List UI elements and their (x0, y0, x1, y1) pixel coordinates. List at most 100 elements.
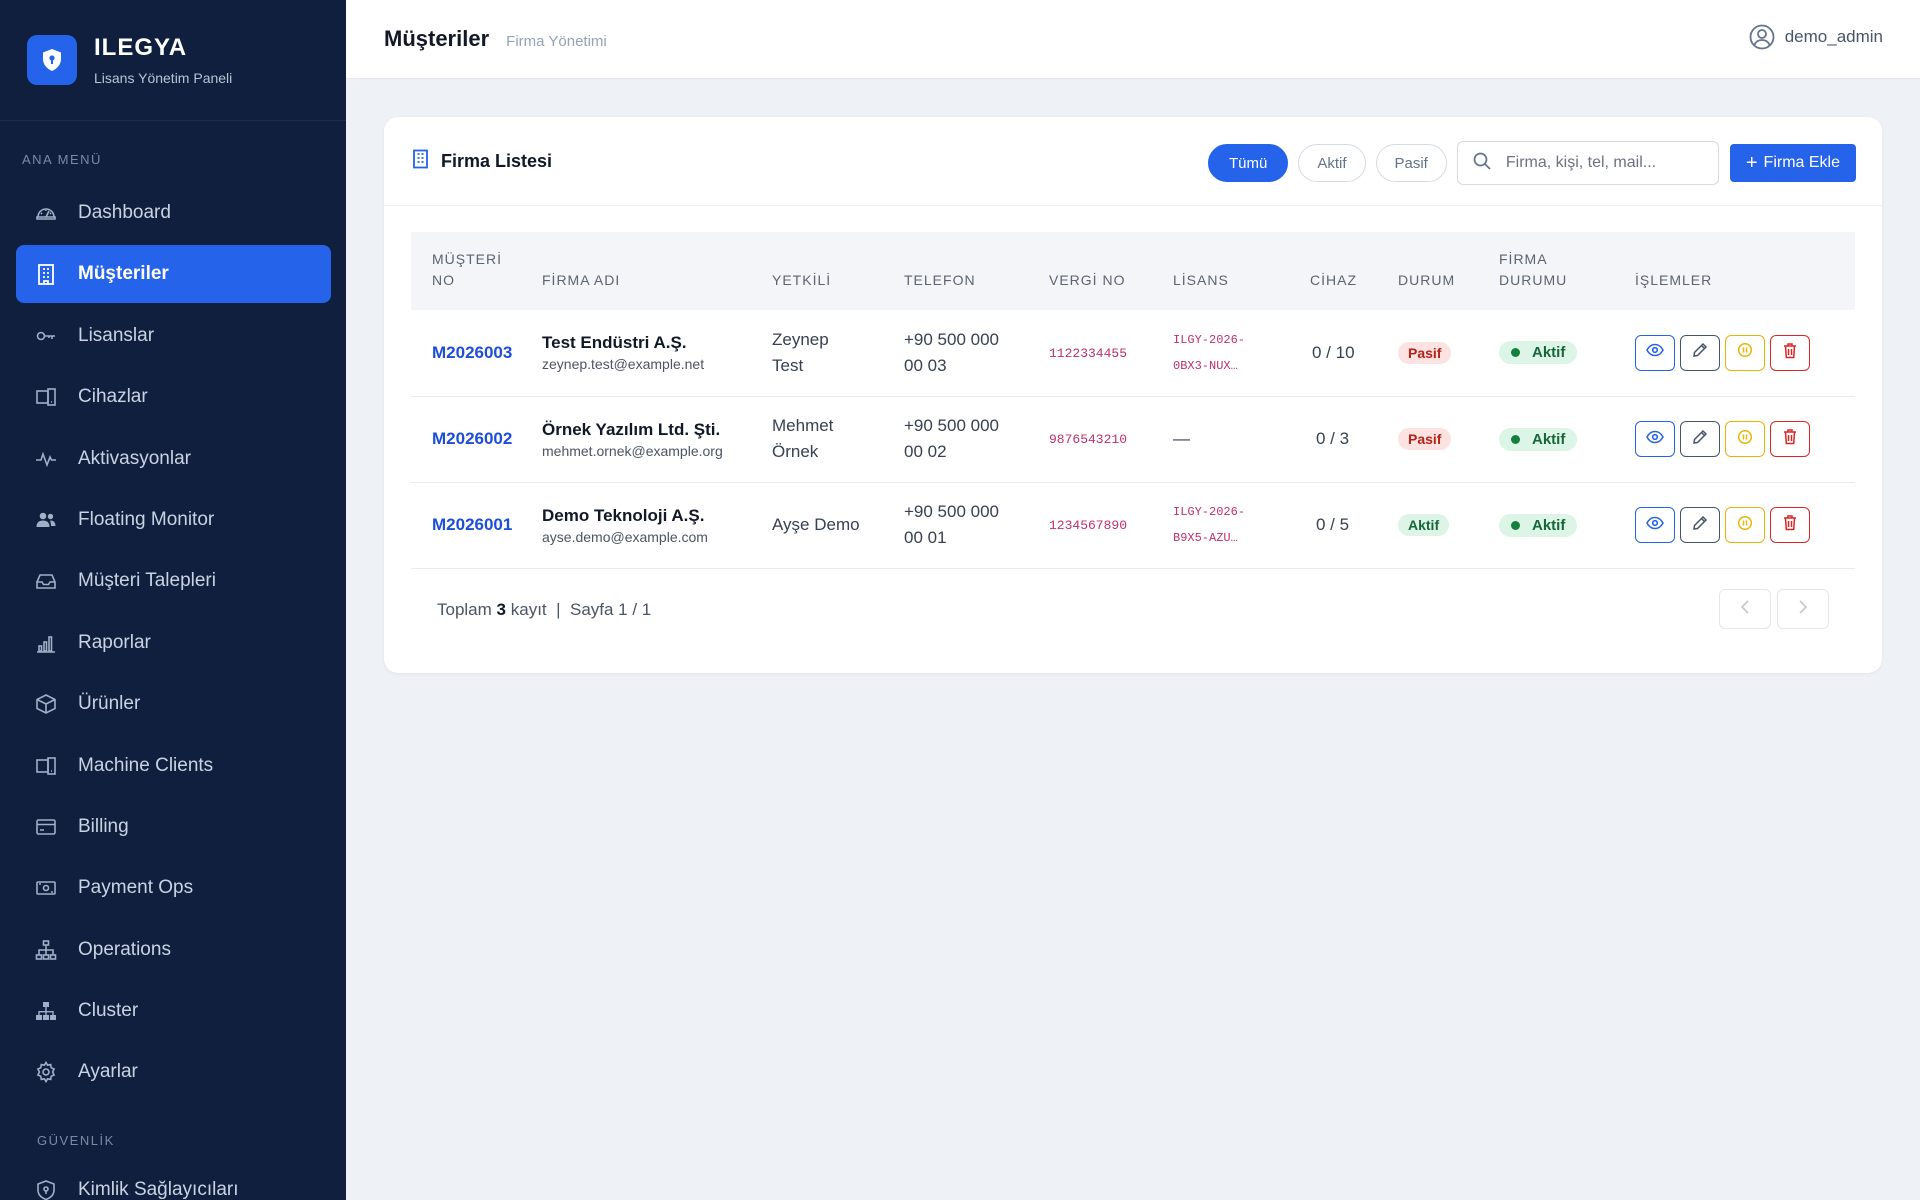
shield-icon (34, 1178, 58, 1200)
search-input[interactable] (1505, 154, 1706, 172)
delete-button[interactable] (1770, 334, 1810, 371)
security-menu: Kimlik Sağlayıcıları (16, 1161, 331, 1200)
tax-no: 9876543210 (1049, 432, 1128, 447)
section-label-security: GÜVENLİK (37, 1133, 115, 1148)
contact-name-line2: Test (772, 355, 804, 375)
gauge-icon (34, 201, 58, 225)
license-line1: ILGY-2026- (1173, 505, 1246, 519)
view-button[interactable] (1635, 507, 1675, 543)
next-page-button[interactable] (1777, 589, 1829, 629)
sidebar-item-aktivasyonlar[interactable]: Aktivasyonlar (16, 430, 331, 488)
trash-icon (1782, 514, 1798, 536)
pause-button[interactable] (1725, 421, 1765, 457)
sidebar-item-cluster[interactable]: Cluster (16, 982, 331, 1040)
key-icon (34, 324, 58, 348)
page-title: Müşteriler (384, 26, 490, 51)
col-header-cihaz[interactable]: CİHAZ (1310, 272, 1357, 288)
prev-page-button[interactable] (1719, 589, 1771, 629)
license-line2: B9X5-AZU… (1173, 531, 1238, 545)
customer-no-link[interactable]: M2026001 (432, 515, 513, 534)
sidebar-item-billing[interactable]: Billing (16, 798, 331, 856)
sidebar-item-musteriler[interactable]: Müşteriler (16, 245, 331, 304)
pencil-icon (1692, 429, 1708, 450)
sidebar-item-lisanslar[interactable]: Lisanslar (16, 307, 331, 365)
sidebar-item-kimlik-saglayicilari[interactable]: Kimlik Sağlayıcıları (16, 1161, 331, 1200)
pause-button[interactable] (1725, 507, 1765, 543)
phone-line1: +90 500 000 (904, 416, 1000, 435)
firm-name: Demo Teknoloji A.Ş. (542, 505, 705, 525)
device-count: 0 / 10 (1312, 342, 1355, 362)
sidebar-item-musteri-talepleri[interactable]: Müşteri Talepleri (16, 552, 331, 610)
firm-list-card: Firma Listesi Tümü Aktif Pasif + Firma E… (384, 117, 1882, 673)
col-header-telefon[interactable]: TELEFON (904, 272, 976, 288)
hierarchy-icon (34, 938, 58, 962)
eye-icon (1646, 430, 1664, 449)
delete-button[interactable] (1770, 421, 1810, 457)
add-firm-button[interactable]: + Firma Ekle (1729, 144, 1856, 182)
building-icon (412, 149, 429, 174)
edit-button[interactable] (1680, 421, 1720, 457)
license-empty: — (1173, 429, 1190, 448)
tax-no: 1122334455 (1049, 345, 1128, 361)
phone-line2: 00 03 (904, 355, 947, 375)
col-header-no-line2: NO (432, 272, 455, 288)
view-button[interactable] (1635, 334, 1675, 371)
view-button[interactable] (1635, 421, 1675, 457)
status-badge: Pasif (1398, 341, 1452, 364)
page-indicator: Sayfa 1 / 1 (569, 600, 652, 619)
contact-name-line1: Mehmet (772, 416, 834, 435)
sidebar-item-raporlar[interactable]: Raporlar (16, 614, 331, 672)
brand: ILEGYA Lisans Yönetim Paneli (0, 0, 346, 121)
edit-button[interactable] (1680, 507, 1720, 543)
row-actions (1635, 507, 1855, 543)
sidebar-item-urunler[interactable]: Ürünler (16, 675, 331, 733)
sidebar-item-machine-clients[interactable]: Machine Clients (16, 737, 331, 795)
col-header-no-line1: MÜŞTERİ (432, 251, 502, 267)
card-title: Firma Listesi (441, 150, 553, 171)
sidebar-item-label: Dashboard (78, 202, 171, 223)
gear-icon (34, 1060, 58, 1084)
firm-table-wrapper: MÜŞTERİ NO FİRMA ADI YETKİLİ TELEFON VERG… (411, 232, 1855, 569)
filter-active[interactable]: Aktif (1298, 144, 1366, 182)
pencil-icon (1692, 515, 1708, 536)
customer-no-link[interactable]: M2026003 (432, 342, 513, 362)
sidebar-item-label: Ürünler (78, 693, 141, 715)
sidebar: ILEGYA Lisans Yönetim Paneli ANA MENÜ Da… (0, 0, 346, 1200)
edit-button[interactable] (1680, 334, 1720, 371)
customer-no-link[interactable]: M2026002 (432, 429, 513, 448)
firm-email: ayse.demo@example.com (542, 528, 708, 545)
sidebar-item-ayarlar[interactable]: Ayarlar (16, 1043, 331, 1101)
sidebar-item-dashboard[interactable]: Dashboard (16, 184, 331, 242)
phone-line1: +90 500 000 (904, 502, 1000, 521)
sidebar-item-operations[interactable]: Operations (16, 921, 331, 979)
sidebar-item-cihazlar[interactable]: Cihazlar (16, 368, 331, 426)
trash-icon (1782, 428, 1798, 450)
delete-button[interactable] (1770, 507, 1810, 543)
sidebar-item-label: Aktivasyonlar (78, 447, 191, 469)
user-menu[interactable]: demo_admin (1749, 24, 1883, 50)
sidebar-item-payment-ops[interactable]: Payment Ops (16, 859, 331, 917)
search-box[interactable] (1456, 141, 1719, 185)
filter-all[interactable]: Tümü (1207, 144, 1289, 182)
plus-icon: + (1745, 152, 1758, 174)
col-header-durum[interactable]: DURUM (1398, 272, 1456, 288)
firm-status-badge: Aktif (1499, 513, 1578, 537)
total-suffix: kayıt (510, 600, 547, 619)
inbox-icon (34, 569, 58, 593)
col-header-yetkili[interactable]: YETKİLİ (772, 272, 832, 288)
col-header-firma-durumu[interactable]: FİRMA DURUMU (1499, 232, 1635, 310)
main-menu: Dashboard Müşteriler Lisanslar Cihazlar … (16, 184, 331, 1105)
col-header-lisans[interactable]: LİSANS (1173, 272, 1229, 288)
col-header-no[interactable]: MÜŞTERİ NO (411, 232, 542, 310)
col-header-vergi[interactable]: VERGİ NO (1049, 272, 1126, 288)
col-header-firma[interactable]: FİRMA ADI (542, 272, 621, 288)
firm-status-badge: Aktif (1499, 427, 1578, 451)
sidebar-item-floating-monitor[interactable]: Floating Monitor (16, 491, 331, 549)
total-count: 3 (496, 600, 507, 619)
pause-circle-icon (1737, 429, 1753, 450)
username: demo_admin (1784, 27, 1883, 46)
pause-button[interactable] (1725, 334, 1765, 371)
pause-circle-icon (1737, 515, 1753, 536)
phone-line2: 00 02 (904, 442, 947, 461)
filter-passive[interactable]: Pasif (1375, 144, 1447, 182)
